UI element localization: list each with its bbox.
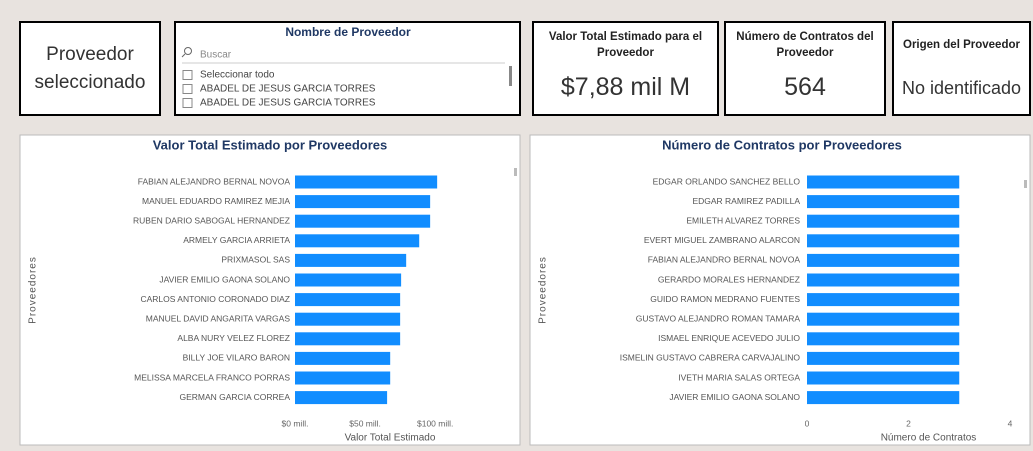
bar	[295, 293, 401, 307]
category-label: FABIAN ALEJANDRO BERNAL NOVOA	[138, 176, 291, 186]
bar	[807, 351, 960, 365]
chart-title: Valor Total Estimado por Proveedores	[153, 137, 388, 152]
category-label: MANUEL EDUARDO RAMIREZ MEJIA	[142, 196, 290, 206]
slicer-title: Nombre de Proveedor	[285, 25, 411, 39]
kpi-box: Origen del Proveedor No identificado	[895, 24, 1028, 113]
kpi-content: Valor Total Estimado para el Proveedor $7…	[535, 24, 716, 113]
search-box[interactable]: Buscar	[200, 50, 232, 61]
category-label: IVETH MARIA SALAS ORTEGA	[678, 372, 800, 382]
bar	[295, 175, 438, 189]
slicer	[174, 21, 521, 116]
scrollbar	[514, 168, 517, 176]
checkbox[interactable]	[182, 70, 193, 80]
bar	[807, 195, 960, 209]
bar	[295, 273, 402, 287]
kpi-box: Valor Total Estimado para el Proveedor $7…	[535, 24, 716, 113]
category-label: MANUEL DAVID ANGARITA VARGAS	[146, 313, 291, 323]
kpi-card	[724, 21, 886, 116]
x-tick-label: $100 mill.	[417, 418, 453, 428]
slicer-item[interactable]: ABADEL DE JESUS GARCIA TORRES	[200, 98, 376, 109]
bar	[295, 351, 391, 365]
bar	[807, 175, 960, 189]
category-label: CARLOS ANTONIO CORONADO DIAZ	[140, 294, 290, 304]
x-axis-title: Valor Total Estimado	[345, 433, 436, 444]
bar	[807, 234, 960, 248]
bar	[807, 391, 960, 405]
card	[19, 21, 161, 116]
category-label: GERARDO MORALES HERNANDEZ	[658, 274, 800, 284]
category-label: GUIDO RAMON MEDRANO FUENTES	[650, 294, 800, 304]
bar	[295, 391, 388, 405]
category-label: MELISSA MARCELA FRANCO PORRAS	[134, 372, 290, 382]
category-label: ISMAEL ENRIQUE ACEVEDO JULIO	[658, 333, 800, 343]
kpi-title: Número de Contratos del Proveedor	[736, 31, 874, 59]
kpi-content: Origen del Proveedor No identificado	[895, 24, 1028, 113]
y-axis-title: Proveedores	[28, 256, 39, 324]
category-label: EDGAR ORLANDO SANCHEZ BELLO	[653, 176, 801, 186]
category-label: RUBEN DARIO SABOGAL HERNANDEZ	[133, 215, 290, 225]
scrollbar	[509, 66, 512, 86]
bar	[295, 332, 401, 346]
bar	[807, 293, 960, 307]
bar	[295, 195, 431, 209]
category-label: JAVIER EMILIO GAONA SOLANO	[159, 274, 290, 284]
search-icon	[181, 53, 186, 58]
x-tick-label: $0 mill.	[282, 418, 309, 428]
bar	[807, 312, 960, 326]
bar	[807, 214, 960, 228]
chart-title: Número de Contratos por Proveedores	[662, 137, 902, 152]
slicer-item[interactable]: Seleccionar todo	[200, 70, 275, 81]
bar	[295, 234, 420, 248]
slicer-item[interactable]: ABADEL DE JESUS GARCIA TORRES	[200, 84, 376, 95]
bar	[807, 332, 960, 346]
category-label: EMILETH ALVAREZ TORRES	[686, 215, 800, 225]
category-label: GUSTAVO ALEJANDRO ROMAN TAMARA	[636, 313, 801, 323]
bar	[295, 312, 401, 326]
bar	[807, 253, 960, 267]
kpi-title: Origen del Proveedor	[903, 39, 1020, 51]
kpi-value: $7,88 mil M	[560, 73, 691, 101]
checkbox[interactable]	[182, 84, 193, 94]
search-icon	[184, 47, 192, 55]
bar	[807, 371, 960, 385]
bar	[295, 253, 407, 267]
kpi-card	[892, 21, 1031, 116]
scrollbar	[1024, 180, 1027, 188]
kpi-value: 564	[784, 73, 826, 101]
category-label: FABIAN ALEJANDRO BERNAL NOVOA	[648, 255, 801, 265]
category-label: EDGAR RAMIREZ PADILLA	[692, 196, 800, 206]
category-label: ISMELIN GUSTAVO CABRERA CARVAJALINO	[620, 353, 801, 363]
category-label: ARMELY GARCIA ARRIETA	[183, 235, 290, 245]
checkbox[interactable]	[182, 98, 193, 108]
category-label: EVERT MIGUEL ZAMBRANO ALARCON	[644, 235, 800, 245]
card-text: Proveedor seleccionado	[34, 43, 146, 93]
bar	[807, 273, 960, 287]
bar	[295, 371, 391, 385]
category-label: ALBA NURY VELEZ FLOREZ	[177, 333, 290, 343]
kpi-card	[532, 21, 719, 116]
category-label: JAVIER EMILIO GAONA SOLANO	[669, 392, 800, 402]
kpi-content: Número de Contratos del Proveedor 564	[727, 24, 883, 113]
category-label: GERMAN GARCIA CORREA	[179, 392, 290, 402]
y-axis-title: Proveedores	[538, 256, 549, 324]
card-text-box: Proveedor seleccionado	[34, 43, 146, 93]
kpi-value: No identificado	[901, 77, 1022, 98]
bar	[295, 214, 431, 228]
category-label: BILLY JOE VILARO BARON	[183, 353, 290, 363]
kpi-box: Número de Contratos del Proveedor 564	[727, 24, 883, 113]
x-tick-label: 4	[1008, 418, 1013, 428]
x-tick-label: $50 mill.	[349, 418, 381, 428]
x-axis-title: Número de Contratos	[881, 433, 977, 444]
x-tick-label: 2	[906, 418, 911, 428]
x-tick-label: 0	[805, 418, 810, 428]
kpi-title: Valor Total Estimado para el Proveedor	[548, 31, 703, 59]
category-label: PRIXMASOL SAS	[221, 255, 290, 265]
